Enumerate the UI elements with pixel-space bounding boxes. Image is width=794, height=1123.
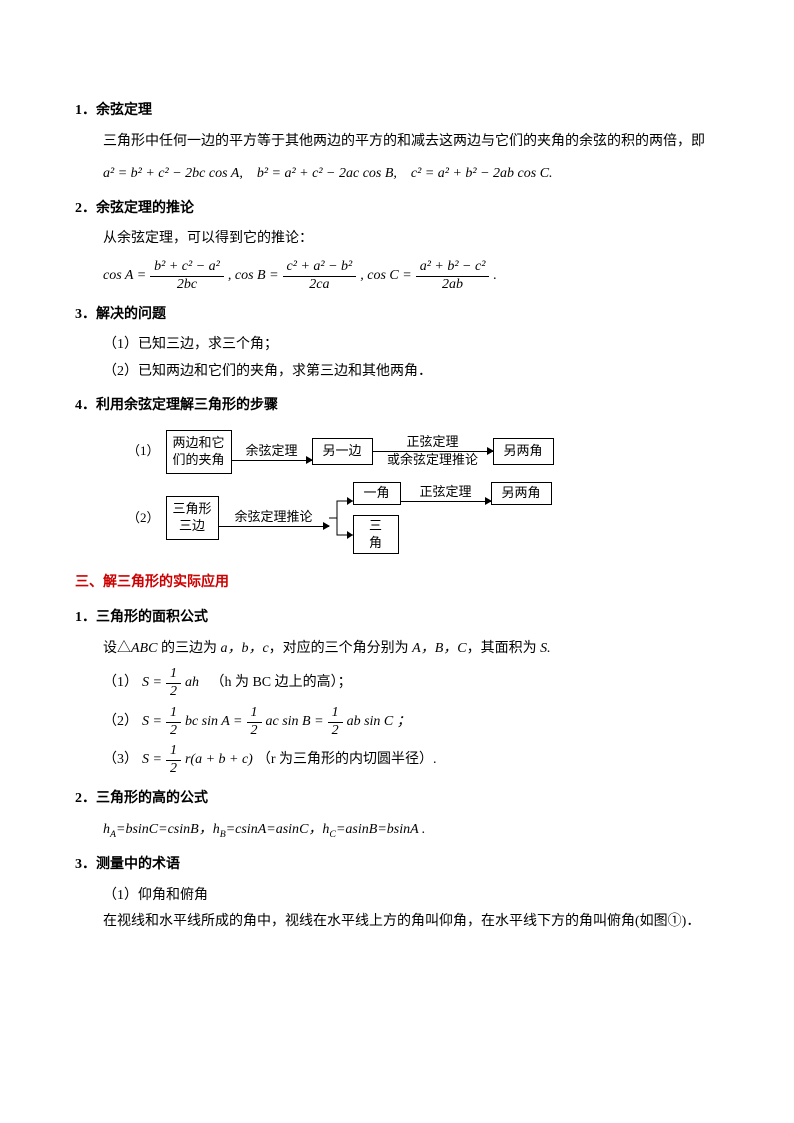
row1-arrow2-l1: 正弦定理 xyxy=(407,434,459,451)
row1-box1: 两边和它 们的夹角 xyxy=(166,430,232,474)
sec2-desc: 从余弦定理，可以得到它的推论： xyxy=(75,226,719,253)
sec2-title: 2．余弦定理的推论 xyxy=(75,196,719,223)
sec7-line: hA=bsinC=csinB，hB=csinA=asinC，hC=asinB=b… xyxy=(75,817,719,844)
flow-row-2: （2） 三角形 三边 余弦定理推论 一角 正弦定理 另两角 三角 xyxy=(127,482,667,555)
row2-box1-l2: 三边 xyxy=(173,518,212,535)
row1-arrow2-l2: 或余弦定理推论 xyxy=(387,452,478,469)
row2-box2b: 三角 xyxy=(353,515,399,555)
f1n: 1 xyxy=(166,666,181,684)
f2n3: 1 xyxy=(328,705,343,723)
bracket-icon xyxy=(329,493,353,543)
f2d3: 2 xyxy=(328,723,343,740)
cosC-den: 2ab xyxy=(416,277,490,294)
sec6-title: 1．三角形的面积公式 xyxy=(75,605,719,632)
row1-box2: 另一边 xyxy=(312,438,373,465)
cosB-num: c² + a² − b² xyxy=(283,259,357,277)
row2-branch-boxes: 一角 正弦定理 另两角 三角 xyxy=(353,482,552,555)
sec8-p1: （1）仰角和俯角 xyxy=(75,883,719,910)
f2s: S = xyxy=(142,709,162,736)
cosA: cos A = xyxy=(103,263,146,290)
cosA-num: b² + c² − a² xyxy=(150,259,224,277)
row2-box3: 另两角 xyxy=(491,482,552,505)
row1-num: （1） xyxy=(127,439,160,464)
d2: ABC xyxy=(131,641,157,656)
flow-row-1: （1） 两边和它 们的夹角 余弦定理 另一边 正弦定理 或余弦定理推论 另两角 xyxy=(127,430,667,474)
row2-box1: 三角形 三边 xyxy=(166,496,219,540)
d4: a，b，c xyxy=(220,641,268,656)
cosA-den: 2bc xyxy=(150,277,224,294)
row2-box1-l1: 三角形 xyxy=(173,501,212,518)
f1b: b² = a² + c² − 2ac cos B, xyxy=(257,166,397,181)
row1-box1-l1: 两边和它 xyxy=(173,435,225,452)
sec6-f2: （2） S = 12 bc sin A = 12 ac sin B = 12 a… xyxy=(75,705,719,740)
f3b: r(a + b + c) xyxy=(185,747,253,774)
sec3-p1: （1）已知三边，求三个角； xyxy=(75,332,719,359)
f3d: 2 xyxy=(166,761,181,778)
f1s: S = xyxy=(142,670,162,697)
f1d: 2 xyxy=(166,684,181,701)
sec1-formula: a² = b² + c² − 2bc cos A, b² = a² + c² −… xyxy=(75,161,719,188)
f1c: c² = a² + b² − 2ab cos C. xyxy=(411,166,553,181)
cosC: , cos C = xyxy=(360,263,411,290)
f2t2: ac sin B = xyxy=(266,709,324,736)
cosC-num: a² + b² − c² xyxy=(416,259,490,277)
sec7-title: 2．三角形的高的公式 xyxy=(75,786,719,813)
f1a: a² = b² + c² − 2bc cos A, xyxy=(103,166,243,181)
f2n1: 1 xyxy=(166,705,181,723)
sec6-f3: （3） S = 12 r(a + b + c) （r 为三角形的内切圆半径）. xyxy=(75,743,719,778)
f2n2: 1 xyxy=(247,705,262,723)
sec8-title: 3．测量中的术语 xyxy=(75,852,719,879)
sec4-title: 4．利用余弦定理解三角形的步骤 xyxy=(75,393,719,420)
row1-box3: 另两角 xyxy=(493,438,554,465)
row2-arrow2-label: 正弦定理 xyxy=(420,484,472,501)
sec6-desc: 设△ABC 的三边为 a，b，c，对应的三个角分别为 A，B，C，其面积为 S. xyxy=(75,636,719,663)
sec2-formula: cos A = b² + c² − a²2bc , cos B = c² + a… xyxy=(75,259,719,294)
sec3-title: 3．解决的问题 xyxy=(75,302,719,329)
f3note: （r 为三角形的内切圆半径）. xyxy=(257,747,437,774)
f2d1: 2 xyxy=(166,723,181,740)
period: . xyxy=(493,263,497,290)
f2pre: （2） xyxy=(103,709,138,736)
row1-arrow1-label: 余弦定理 xyxy=(246,443,298,460)
f1pre: （1） xyxy=(103,670,138,697)
d3: 的三边为 xyxy=(157,641,220,656)
f3s: S = xyxy=(142,747,162,774)
f3pre: （3） xyxy=(103,747,138,774)
row1-box1-l2: 们的夹角 xyxy=(173,452,225,469)
sec1-title: 1．余弦定理 xyxy=(75,98,719,125)
sec6-f1: （1） S = 12 ah （h 为 BC 边上的高）； xyxy=(75,666,719,701)
f2t1: bc sin A = xyxy=(185,709,243,736)
f1ah: ah xyxy=(185,670,199,697)
flowchart: （1） 两边和它 们的夹角 余弦定理 另一边 正弦定理 或余弦定理推论 另两角 … xyxy=(127,430,667,554)
sec1-desc: 三角形中任何一边的平方等于其他两边的平方的和减去这两边与它们的夹角的余弦的积的两… xyxy=(75,129,719,156)
row2-arrow1-label: 余弦定理推论 xyxy=(235,509,313,526)
sec8-p2: 在视线和水平线所成的角中，视线在水平线上方的角叫仰角，在水平线下方的角叫俯角(如… xyxy=(75,909,719,936)
d7: ，其面积为 xyxy=(467,641,541,656)
f1note: （h 为 BC 边上的高）； xyxy=(210,670,351,697)
f3n: 1 xyxy=(166,743,181,761)
row2-box2a: 一角 xyxy=(353,482,401,505)
d6: A，B，C xyxy=(412,641,466,656)
d8: S. xyxy=(540,641,551,656)
f2d2: 2 xyxy=(247,723,262,740)
d1: 设△ xyxy=(103,641,131,656)
row2-num: （2） xyxy=(127,506,160,531)
sec3-p2: （2）已知两边和它们的夹角，求第三边和其他两角． xyxy=(75,359,719,386)
cosB: , cos B = xyxy=(228,263,279,290)
sec5-title: 三、解三角形的实际应用 xyxy=(75,570,719,597)
d5: ，对应的三个角分别为 xyxy=(269,641,413,656)
f2t3: ab sin C ； xyxy=(347,709,411,736)
cosB-den: 2ca xyxy=(283,277,357,294)
